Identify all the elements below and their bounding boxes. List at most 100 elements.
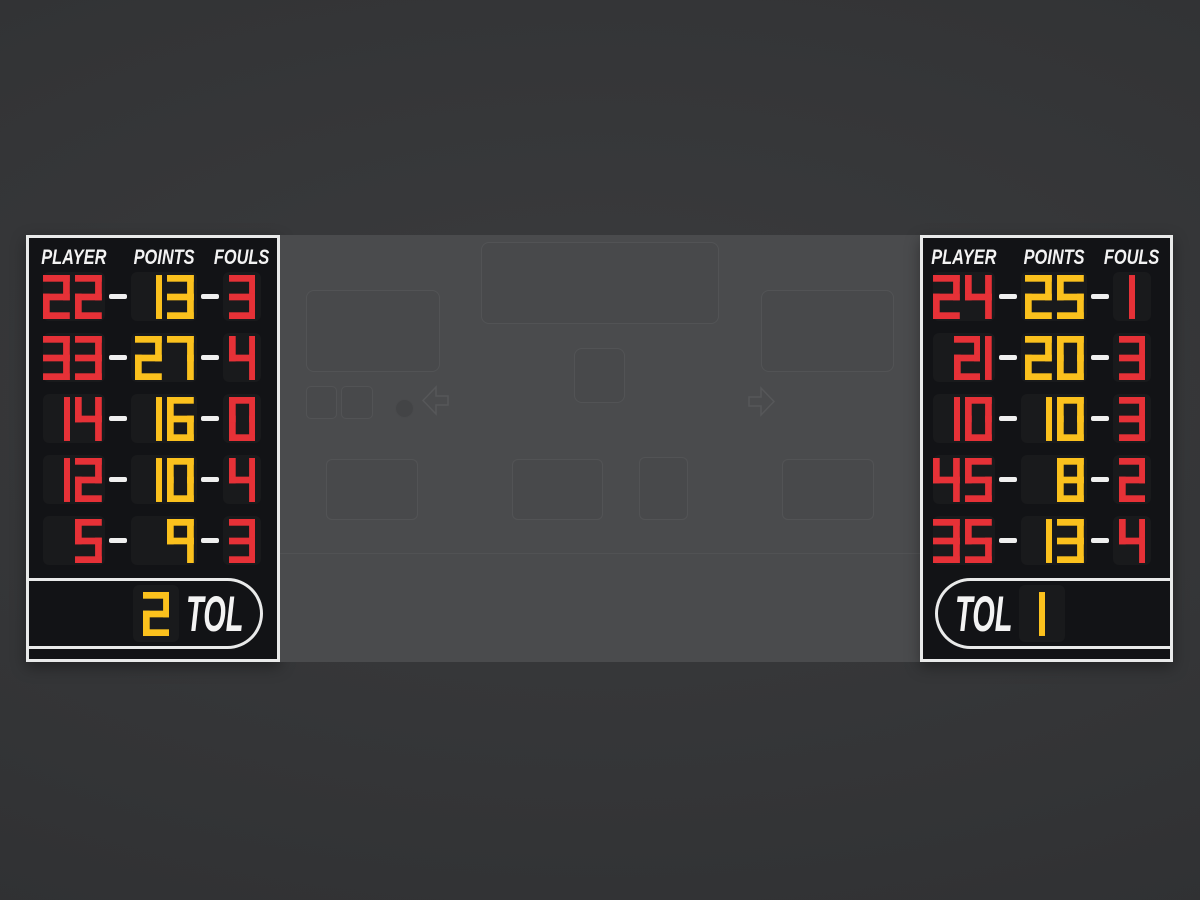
dash-separator	[201, 294, 219, 299]
header-player: PLAYER	[41, 246, 107, 269]
player-stat-row	[43, 394, 267, 443]
dash-separator	[109, 538, 127, 543]
dash-separator	[999, 538, 1017, 543]
player-number-cell	[43, 394, 105, 443]
points-cell	[131, 272, 197, 321]
home-panel-content: PLAYER POINTS FOULS	[29, 238, 277, 659]
points-cell	[131, 516, 197, 565]
player-stat-row	[43, 516, 267, 565]
points-cell	[1021, 455, 1087, 504]
dash-separator	[1091, 416, 1109, 421]
guest-player-stats-rows	[933, 272, 1156, 565]
ghost-indicator-square-2	[341, 386, 373, 419]
dash-separator	[201, 355, 219, 360]
guest-player-stats-panel[interactable]: PLAYER POINTS FOULS	[920, 235, 1173, 662]
home-player-stats-panel[interactable]: PLAYER POINTS FOULS	[26, 235, 280, 662]
ghost-dot-indicator	[395, 399, 414, 418]
points-cell	[1021, 333, 1087, 382]
ghost-aux-box-2	[512, 459, 603, 520]
player-number-cell	[43, 272, 105, 321]
dash-separator	[999, 477, 1017, 482]
header-fouls: FOULS	[214, 246, 270, 269]
ghost-aux-box-3	[639, 457, 688, 520]
header-col-player: PLAYER	[41, 246, 107, 269]
header-col-points: POINTS	[1021, 247, 1087, 269]
ghost-indicator-square-1	[306, 386, 337, 419]
dash-separator	[109, 294, 127, 299]
player-number-cell	[43, 333, 105, 382]
points-cell	[1021, 394, 1087, 443]
player-stat-row	[933, 272, 1156, 321]
guest-timeouts-label: TOL	[955, 585, 1013, 642]
header-points: POINTS	[133, 246, 195, 269]
fouls-cell	[1113, 333, 1151, 382]
ghost-game-clock-box	[481, 242, 719, 324]
home-player-stats-rows	[43, 272, 267, 565]
player-stat-row	[933, 516, 1156, 565]
guest-timeouts-value-cell	[1019, 585, 1065, 642]
dash-separator	[109, 416, 127, 421]
header-col-fouls: FOULS	[214, 247, 270, 269]
dash-separator	[1091, 477, 1109, 482]
dash-separator	[1091, 538, 1109, 543]
dash-separator	[1091, 355, 1109, 360]
points-cell	[1021, 516, 1087, 565]
dash-separator	[999, 294, 1017, 299]
player-stat-row	[933, 333, 1156, 382]
player-number-cell	[933, 272, 995, 321]
fouls-cell	[223, 516, 261, 565]
header-fouls: FOULS	[1104, 246, 1160, 269]
player-number-cell	[933, 394, 995, 443]
home-timeouts-value-cell	[133, 585, 179, 642]
dash-separator	[1091, 294, 1109, 299]
guest-timeouts-display: TOL	[935, 578, 1170, 649]
ghost-period-box	[574, 348, 625, 403]
player-number-cell	[933, 516, 995, 565]
fouls-cell	[1113, 272, 1151, 321]
player-number-cell	[933, 455, 995, 504]
dash-separator	[201, 477, 219, 482]
fouls-cell	[1113, 394, 1151, 443]
header-col-player: PLAYER	[931, 246, 997, 269]
fouls-cell	[223, 333, 261, 382]
ghost-home-score-box	[306, 290, 440, 372]
dash-separator	[201, 416, 219, 421]
fouls-cell	[223, 455, 261, 504]
dash-separator	[109, 477, 127, 482]
home-timeouts-label: TOL	[186, 585, 244, 642]
points-cell	[1021, 272, 1087, 321]
dash-separator	[999, 355, 1017, 360]
header-col-points: POINTS	[131, 247, 197, 269]
points-cell	[131, 333, 197, 382]
guest-panel-content: PLAYER POINTS FOULS	[923, 238, 1170, 659]
possession-arrow-left-icon	[422, 385, 449, 416]
dash-separator	[201, 538, 219, 543]
player-number-cell	[43, 516, 105, 565]
player-stat-row	[43, 333, 267, 382]
player-number-cell	[933, 333, 995, 382]
stats-header-row: PLAYER POINTS FOULS	[41, 246, 270, 269]
header-points: POINTS	[1023, 246, 1085, 269]
player-stat-row	[43, 272, 267, 321]
player-stat-row	[933, 455, 1156, 504]
points-cell	[131, 394, 197, 443]
fouls-cell	[1113, 455, 1151, 504]
stats-header-row: PLAYER POINTS FOULS	[931, 246, 1160, 269]
player-stat-row	[43, 455, 267, 504]
dash-separator	[109, 355, 127, 360]
home-timeouts-display: TOL	[29, 578, 263, 649]
points-cell	[131, 455, 197, 504]
header-col-fouls: FOULS	[1104, 247, 1160, 269]
fouls-cell	[223, 272, 261, 321]
main-scoreboard-ghost-panel[interactable]	[280, 235, 920, 662]
fouls-cell	[223, 394, 261, 443]
ghost-divider-line	[280, 553, 920, 554]
fouls-cell	[1113, 516, 1151, 565]
player-number-cell	[43, 455, 105, 504]
dash-separator	[999, 416, 1017, 421]
player-stat-row	[933, 394, 1156, 443]
ghost-guest-score-box	[761, 290, 894, 372]
possession-arrow-right-icon	[748, 386, 775, 417]
header-player: PLAYER	[931, 246, 997, 269]
